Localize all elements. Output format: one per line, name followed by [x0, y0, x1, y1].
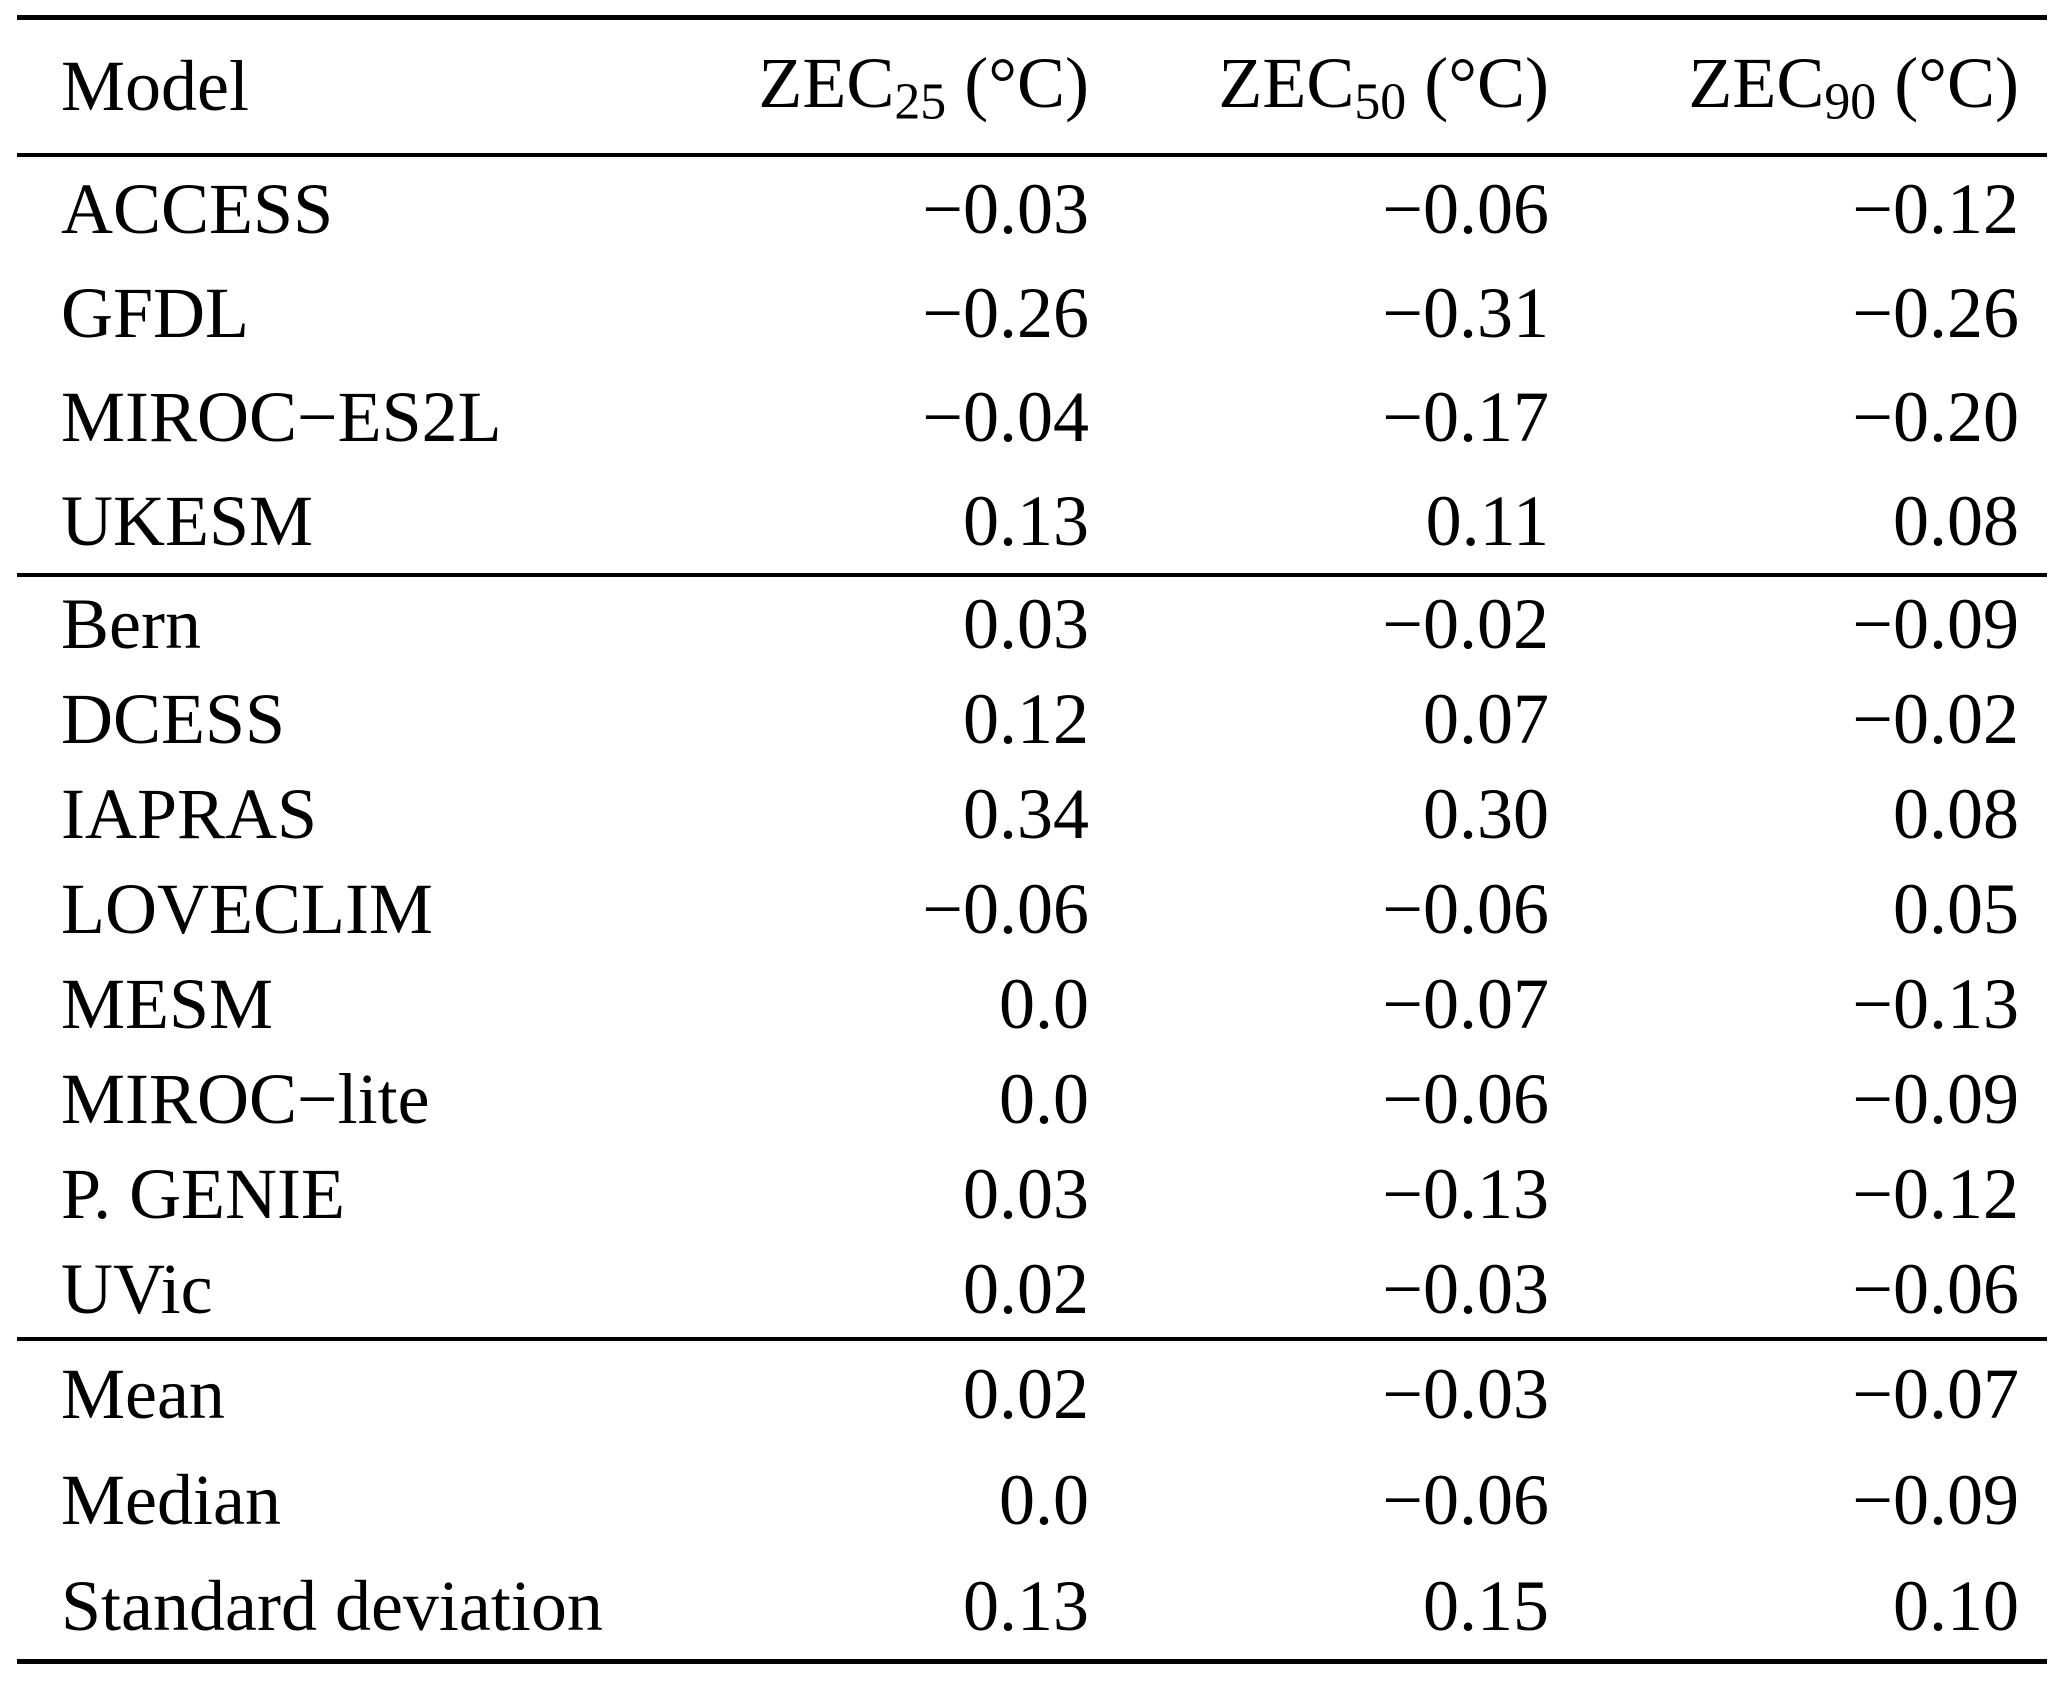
zec50-cell: 0.11 — [1425, 480, 1549, 561]
zec25-cell: 0.34 — [963, 774, 1089, 854]
zec25-cell: 0.0 — [999, 1059, 1089, 1139]
model-cell: LOVECLIM — [61, 869, 433, 949]
zec25-cell: 0.13 — [963, 480, 1089, 561]
header-row: Model ZEC25 (°C) ZEC50 (°C) ZEC90 (°C) — [17, 18, 2047, 156]
zec90-cell: 0.08 — [1893, 480, 2019, 561]
zec90-header-subscript: 90 — [1824, 73, 1877, 131]
table-row-bern: Bern 0.03 −0.02 −0.09 — [17, 575, 2047, 672]
table-row-gfdl: GFDL −0.26 −0.31 −0.26 — [17, 261, 2047, 365]
zec50-cell: 0.07 — [1423, 679, 1549, 759]
zec25-cell: 0.13 — [963, 1565, 1089, 1646]
zec50-cell: 0.30 — [1423, 774, 1549, 854]
zec25-cell: −0.04 — [922, 376, 1089, 457]
zec90-cell: 0.05 — [1893, 869, 2019, 949]
model-cell: P. GENIE — [61, 1154, 345, 1234]
zec25-header-unit: (°C) — [946, 42, 1089, 123]
model-cell: IAPRAS — [61, 774, 318, 854]
zec25-cell: 0.12 — [963, 679, 1089, 759]
table-row-miroc-es2l: MIROC−ES2L −0.04 −0.17 −0.20 — [17, 365, 2047, 469]
zec25-cell: −0.26 — [922, 272, 1089, 353]
table-row-loveclim: LOVECLIM −0.06 −0.06 0.05 — [17, 862, 2047, 957]
group-emics: Bern 0.03 −0.02 −0.09 DCESS 0.12 0.07 −0… — [17, 575, 2047, 1339]
zec50-cell: 0.15 — [1423, 1565, 1549, 1646]
zec90-header-name: ZEC — [1688, 42, 1825, 123]
model-cell: DCESS — [61, 679, 286, 759]
model-cell: UVic — [61, 1249, 213, 1329]
zec50-cell: −0.07 — [1382, 964, 1549, 1044]
group-statistics: Mean 0.02 −0.03 −0.07 Median 0.0 −0.06 −… — [17, 1339, 2047, 1662]
zec50-header-name: ZEC — [1218, 42, 1355, 123]
table-row-ukesm: UKESM 0.13 0.11 0.08 — [17, 469, 2047, 575]
zec50-header-subscript: 50 — [1354, 73, 1407, 131]
table-row-dcess: DCESS 0.12 0.07 −0.02 — [17, 672, 2047, 767]
zec25-cell: 0.02 — [963, 1249, 1089, 1329]
model-header-label: Model — [61, 46, 249, 126]
zec90-cell: −0.12 — [1852, 168, 2019, 249]
model-cell: Mean — [61, 1353, 225, 1434]
model-cell: Median — [61, 1459, 281, 1540]
zec90-cell: −0.02 — [1852, 679, 2019, 759]
zec90-cell: −0.09 — [1852, 584, 2019, 664]
zec50-cell: −0.06 — [1382, 168, 1549, 249]
zec50-cell: −0.02 — [1382, 584, 1549, 664]
table-header: Model ZEC25 (°C) ZEC50 (°C) ZEC90 (°C) — [17, 18, 2047, 156]
model-cell: GFDL — [61, 272, 250, 353]
zec90-cell: −0.13 — [1852, 964, 2019, 1044]
zec90-header-unit: (°C) — [1876, 42, 2019, 123]
model-cell: MIROC−ES2L — [61, 376, 502, 457]
zec90-cell: −0.07 — [1852, 1353, 2019, 1434]
zec50-cell: −0.06 — [1382, 1459, 1549, 1540]
model-cell: MIROC−lite — [61, 1059, 430, 1139]
zec25-cell: 0.02 — [963, 1353, 1089, 1434]
zec90-cell: −0.09 — [1852, 1459, 2019, 1540]
zec25-cell: 0.0 — [999, 964, 1089, 1044]
zec50-cell: −0.31 — [1382, 272, 1549, 353]
zec25-header-name: ZEC — [758, 42, 895, 123]
zec25-cell: 0.03 — [963, 1154, 1089, 1234]
model-cell: Bern — [61, 584, 201, 664]
zec50-cell: −0.03 — [1382, 1353, 1549, 1434]
zec90-cell: 0.08 — [1893, 774, 2019, 854]
table-row-iapras: IAPRAS 0.34 0.30 0.08 — [17, 767, 2047, 862]
column-header-zec25: ZEC25 (°C) — [657, 18, 1117, 156]
zec25-header-subscript: 25 — [894, 73, 947, 131]
zec90-cell: 0.10 — [1893, 1565, 2019, 1646]
model-cell: Standard deviation — [61, 1565, 603, 1646]
column-header-model: Model — [17, 18, 657, 156]
table-row-standard-deviation: Standard deviation 0.13 0.15 0.10 — [17, 1553, 2047, 1662]
zec50-cell: −0.13 — [1382, 1154, 1549, 1234]
column-header-zec50: ZEC50 (°C) — [1117, 18, 1577, 156]
zec25-cell: −0.06 — [922, 869, 1089, 949]
zec25-cell: 0.03 — [963, 584, 1089, 664]
zec25-cell: −0.03 — [922, 168, 1089, 249]
zec50-cell: −0.17 — [1382, 376, 1549, 457]
table-row-access: ACCESS −0.03 −0.06 −0.12 — [17, 155, 2047, 261]
table-row-mean: Mean 0.02 −0.03 −0.07 — [17, 1339, 2047, 1447]
zec50-cell: −0.06 — [1382, 869, 1549, 949]
model-cell: UKESM — [61, 480, 314, 561]
zec50-cell: −0.06 — [1382, 1059, 1549, 1139]
table-row-median: Median 0.0 −0.06 −0.09 — [17, 1447, 2047, 1553]
zec50-header-unit: (°C) — [1406, 42, 1549, 123]
column-header-zec90: ZEC90 (°C) — [1577, 18, 2047, 156]
zec50-cell: −0.03 — [1382, 1249, 1549, 1329]
zec-results-table: Model ZEC25 (°C) ZEC50 (°C) ZEC90 (°C) A… — [17, 15, 2047, 1664]
model-cell: ACCESS — [61, 168, 334, 249]
zec25-cell: 0.0 — [999, 1459, 1089, 1540]
zec90-cell: −0.26 — [1852, 272, 2019, 353]
table-row-p-genie: P. GENIE 0.03 −0.13 −0.12 — [17, 1147, 2047, 1242]
table-row-miroc-lite: MIROC−lite 0.0 −0.06 −0.09 — [17, 1052, 2047, 1147]
table-row-uvic: UVic 0.02 −0.03 −0.06 — [17, 1242, 2047, 1339]
zec90-cell: −0.06 — [1852, 1249, 2019, 1329]
zec90-cell: −0.09 — [1852, 1059, 2019, 1139]
zec90-cell: −0.12 — [1852, 1154, 2019, 1234]
table-row-mesm: MESM 0.0 −0.07 −0.13 — [17, 957, 2047, 1052]
group-esms: ACCESS −0.03 −0.06 −0.12 GFDL −0.26 −0.3… — [17, 155, 2047, 575]
zec90-cell: −0.20 — [1852, 376, 2019, 457]
model-cell: MESM — [61, 964, 274, 1044]
